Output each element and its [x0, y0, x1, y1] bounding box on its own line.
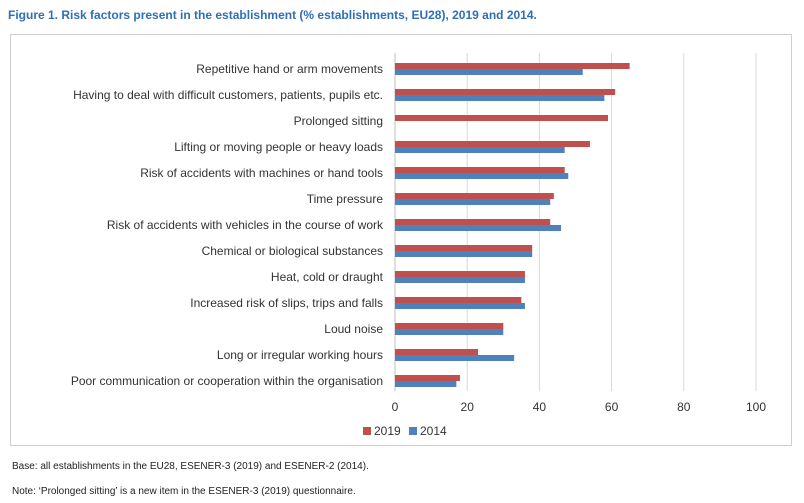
legend-swatch-2019 — [363, 427, 371, 435]
x-tick-label: 0 — [392, 400, 399, 414]
base-note: Base: all establishments in the EU28, ES… — [12, 461, 369, 472]
category-label: Chemical or biological substances — [202, 244, 383, 258]
bar-2014 — [395, 95, 605, 101]
bar-2014 — [395, 277, 525, 283]
category-label: Time pressure — [307, 192, 384, 206]
bar-2014 — [395, 147, 565, 153]
x-tick-label: 80 — [677, 400, 691, 414]
bar-2019 — [395, 219, 551, 225]
category-label: Heat, cold or draught — [271, 270, 384, 284]
category-label: Long or irregular working hours — [217, 348, 383, 362]
chart-frame: Repetitive hand or arm movements Having t… — [10, 34, 792, 446]
bar-2019 — [395, 297, 522, 303]
bar-2019 — [395, 115, 608, 121]
bar-2014 — [395, 251, 533, 257]
legend-label-2019: 2019 — [374, 424, 401, 438]
x-tick-label: 100 — [746, 400, 766, 414]
footnote: Note: ‘Prolonged sitting’ is a new item … — [12, 486, 356, 497]
category-label: Increased risk of slips, trips and falls — [190, 296, 383, 310]
bar-2019 — [395, 349, 479, 355]
bar-2014 — [395, 355, 515, 361]
legend-label-2014: 2014 — [420, 424, 447, 438]
bar-2019 — [395, 193, 554, 199]
bar-2014 — [395, 225, 562, 231]
category-label: Prolonged sitting — [294, 114, 383, 128]
category-label: Having to deal with difficult customers,… — [73, 88, 383, 102]
bar-2014 — [395, 199, 551, 205]
bar-2014 — [395, 329, 504, 335]
category-label: Risk of accidents with vehicles in the c… — [107, 218, 384, 232]
legend-swatch-2014 — [409, 427, 417, 435]
bar-2019 — [395, 89, 616, 95]
category-label: Risk of accidents with machines or hand … — [140, 166, 383, 180]
bar-2019 — [395, 375, 460, 381]
bar-2019 — [395, 271, 525, 277]
bar-2014 — [395, 69, 583, 75]
category-label: Loud noise — [324, 322, 383, 336]
bar-2019 — [395, 167, 565, 173]
bar-2019 — [395, 63, 630, 69]
category-label: Lifting or moving people or heavy loads — [174, 140, 383, 154]
figure-title: Figure 1. Risk factors present in the es… — [8, 8, 537, 22]
bar-2019 — [395, 141, 590, 147]
category-label: Repetitive hand or arm movements — [196, 62, 383, 76]
x-tick-label: 60 — [605, 400, 619, 414]
bar-2019 — [395, 323, 504, 329]
x-tick-label: 20 — [461, 400, 475, 414]
category-label: Poor communication or cooperation within… — [71, 374, 383, 388]
bar-2014 — [395, 303, 525, 309]
bar-2019 — [395, 245, 533, 251]
bar-chart: Repetitive hand or arm movements Having t… — [71, 53, 766, 438]
bar-2014 — [395, 173, 569, 179]
x-tick-label: 40 — [533, 400, 547, 414]
bar-2014 — [395, 381, 457, 387]
